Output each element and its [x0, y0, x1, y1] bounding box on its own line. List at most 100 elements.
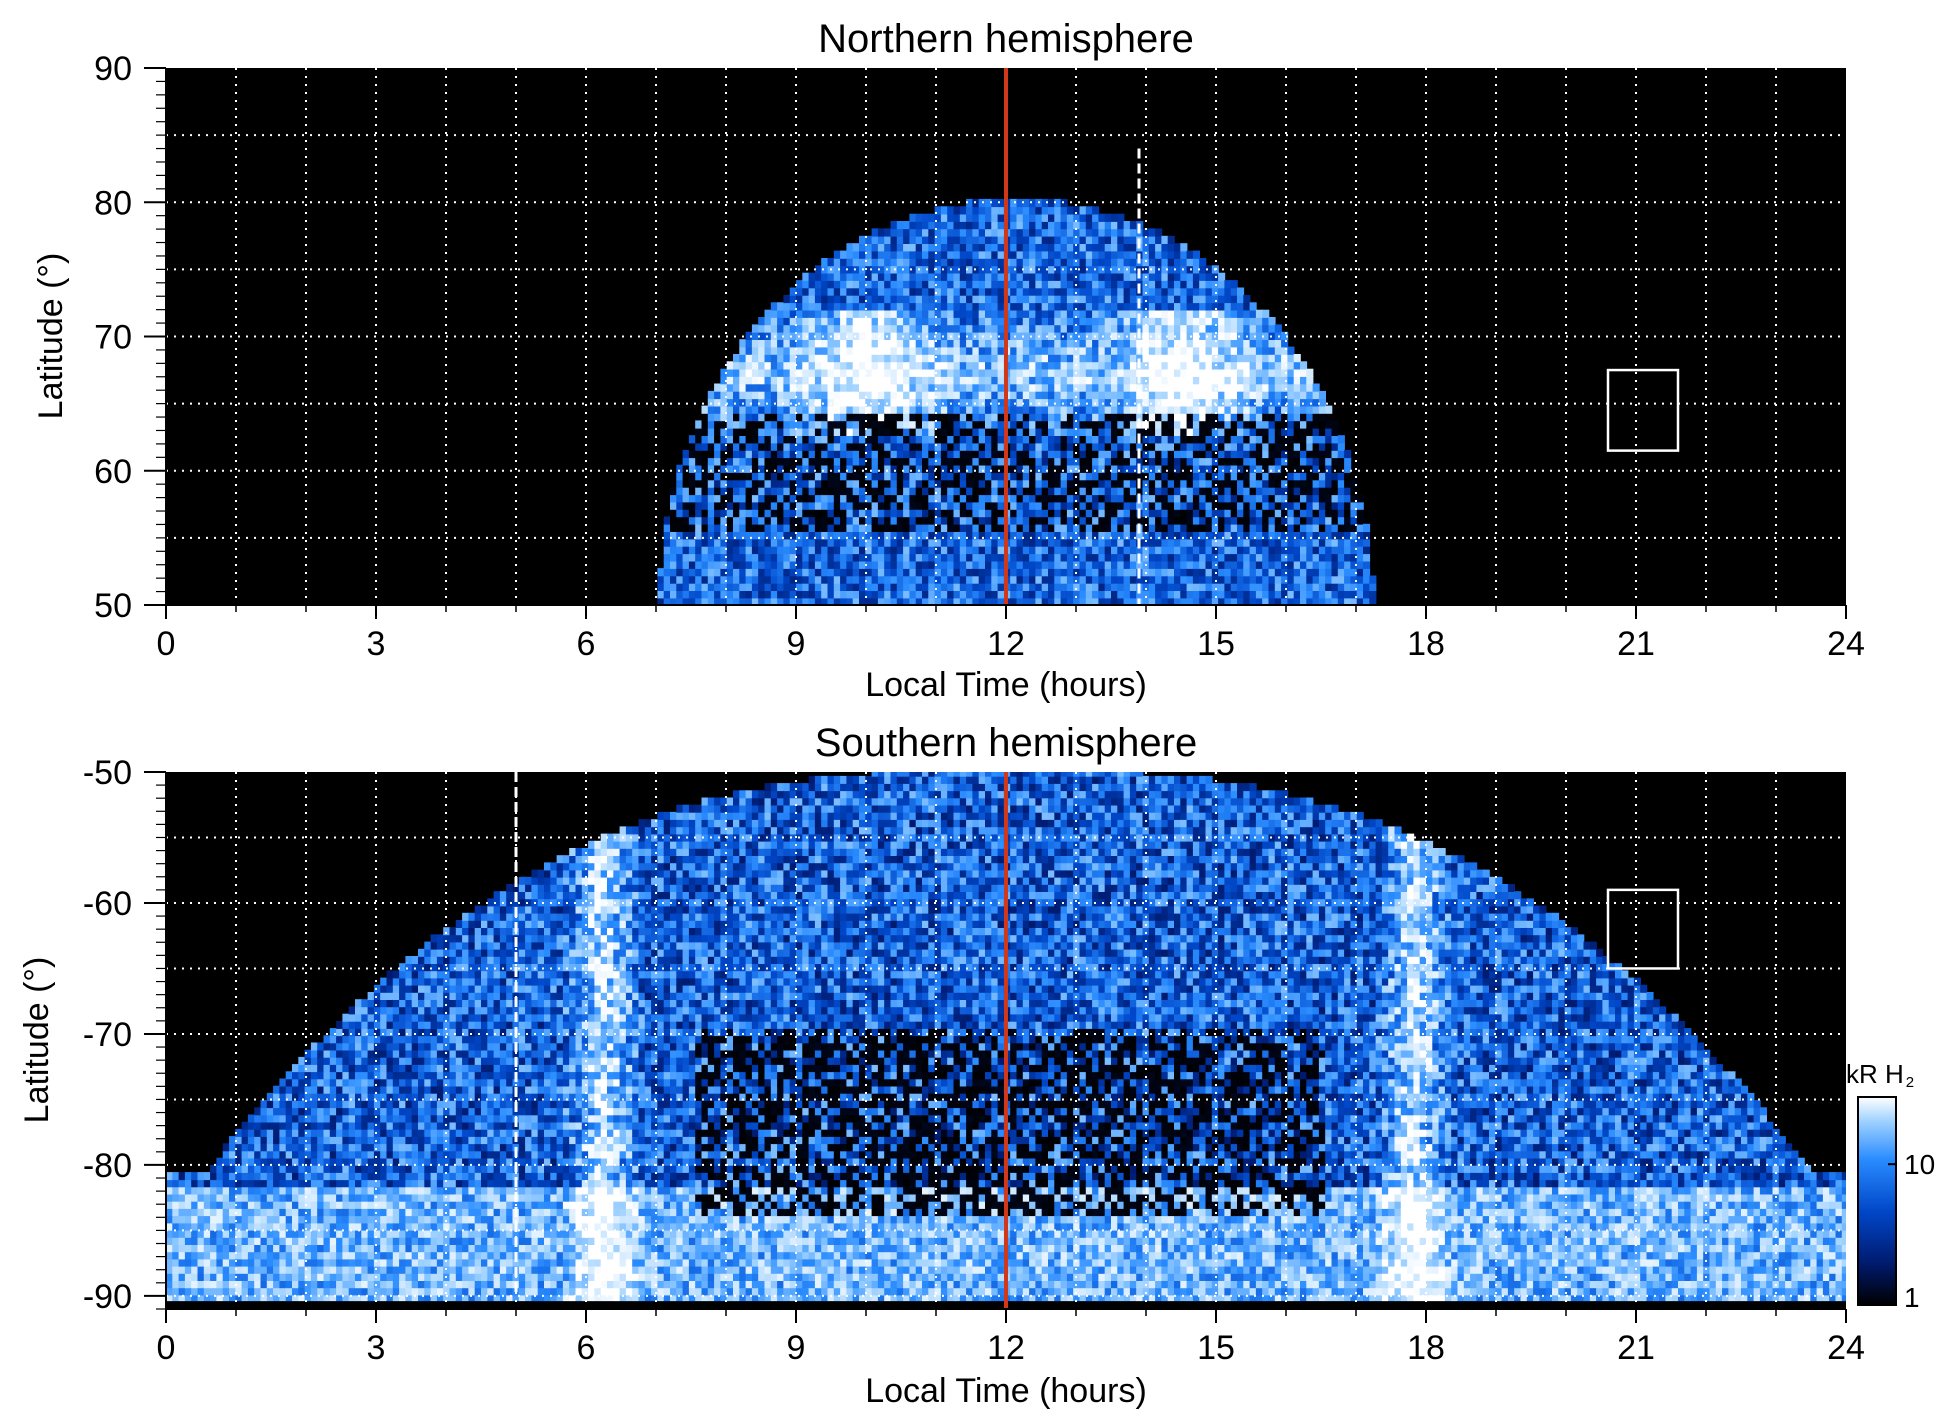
emission-cell — [1041, 287, 1049, 296]
emission-cell — [1312, 390, 1320, 400]
emission-cell — [978, 464, 986, 473]
emission-cell — [1287, 420, 1295, 429]
emission-cell — [814, 523, 822, 532]
emission-cell — [1098, 427, 1106, 436]
emission-cell — [695, 501, 703, 510]
emission-cell — [1230, 575, 1238, 584]
emission-cell — [1312, 553, 1320, 562]
emission-cell — [1205, 582, 1213, 591]
emission-cell — [1066, 390, 1074, 400]
emission-cell — [1073, 243, 1081, 252]
emission-cell — [751, 590, 759, 599]
emission-cell — [985, 390, 993, 400]
emission-cell — [802, 413, 810, 422]
emission-cell — [783, 361, 791, 370]
emission-cell — [1117, 272, 1125, 281]
emission-cell — [745, 538, 753, 547]
emission-cell — [833, 339, 841, 348]
emission-cell — [663, 582, 671, 591]
emission-cell — [934, 553, 942, 562]
emission-cell — [1167, 427, 1175, 436]
emission-cell — [903, 560, 911, 569]
emission-cell — [997, 442, 1005, 451]
emission-cell — [770, 597, 778, 605]
emission-cell — [1205, 272, 1213, 281]
emission-cell — [1066, 545, 1074, 555]
emission-cell — [1060, 442, 1068, 451]
emission-cell — [814, 317, 822, 326]
emission-cell — [859, 560, 867, 569]
emission-cell — [922, 464, 930, 473]
emission-cell — [1016, 383, 1024, 392]
emission-cell — [770, 368, 778, 377]
emission-cell — [1054, 509, 1062, 518]
emission-cell — [1180, 272, 1188, 281]
emission-cell — [966, 568, 974, 577]
emission-cell — [1085, 405, 1093, 414]
emission-cell — [1098, 509, 1106, 518]
emission-cell — [1369, 575, 1377, 584]
emission-cell — [1293, 545, 1301, 555]
emission-cell — [903, 368, 911, 377]
emission-cell — [1312, 538, 1320, 547]
emission-cell — [852, 287, 860, 296]
emission-cell — [682, 479, 690, 488]
emission-cell — [1129, 435, 1137, 444]
emission-cell — [1079, 523, 1087, 532]
emission-cell — [991, 509, 999, 518]
emission-cell — [1224, 280, 1232, 289]
emission-cell — [1010, 354, 1018, 363]
emission-cell — [1148, 339, 1156, 348]
emission-cell — [1129, 317, 1137, 326]
emission-cell — [928, 413, 936, 422]
emission-cell — [1243, 435, 1251, 444]
emission-cell — [1312, 560, 1320, 569]
emission-cell — [1186, 472, 1194, 481]
emission-cell — [1167, 560, 1175, 569]
emission-cell — [1262, 464, 1270, 473]
emission-cell — [814, 449, 822, 459]
emission-cell — [1022, 390, 1030, 400]
emission-cell — [940, 472, 948, 481]
emission-cell — [1010, 383, 1018, 392]
emission-cell — [846, 427, 854, 436]
emission-cell — [1180, 324, 1188, 333]
emission-cell — [871, 523, 879, 532]
emission-cell — [1085, 449, 1093, 459]
emission-cell — [802, 294, 810, 304]
emission-cell — [1249, 560, 1257, 569]
emission-cell — [726, 501, 734, 510]
emission-cell — [821, 560, 829, 569]
emission-cell — [1350, 538, 1358, 547]
emission-cell — [1111, 309, 1119, 318]
emission-cell — [1117, 346, 1125, 355]
emission-cell — [814, 516, 822, 525]
emission-cell — [1337, 509, 1345, 518]
emission-cell — [1205, 413, 1213, 422]
emission-cell — [758, 368, 766, 377]
emission-cell — [1318, 464, 1326, 473]
emission-cell — [808, 287, 816, 296]
emission-cell — [1048, 420, 1056, 429]
emission-cell — [1237, 398, 1245, 407]
emission-cell — [783, 516, 791, 525]
emission-cell — [764, 339, 772, 348]
emission-cell — [1155, 413, 1163, 422]
emission-cell — [1300, 545, 1308, 555]
emission-cell — [682, 545, 690, 555]
emission-cell — [852, 265, 860, 274]
emission-cell — [1060, 494, 1068, 503]
emission-cell — [1016, 486, 1024, 496]
emission-cell — [884, 280, 892, 289]
emission-cell — [1098, 339, 1106, 348]
emission-cell — [896, 361, 904, 370]
emission-cell — [915, 464, 923, 473]
emission-cell — [783, 494, 791, 503]
emission-cell — [1331, 575, 1339, 584]
emission-cell — [877, 235, 885, 244]
emission-cell — [1262, 383, 1270, 392]
emission-cell — [751, 531, 759, 540]
emission-cell — [852, 420, 860, 429]
emission-cell — [909, 597, 917, 605]
emission-cell — [1249, 575, 1257, 584]
